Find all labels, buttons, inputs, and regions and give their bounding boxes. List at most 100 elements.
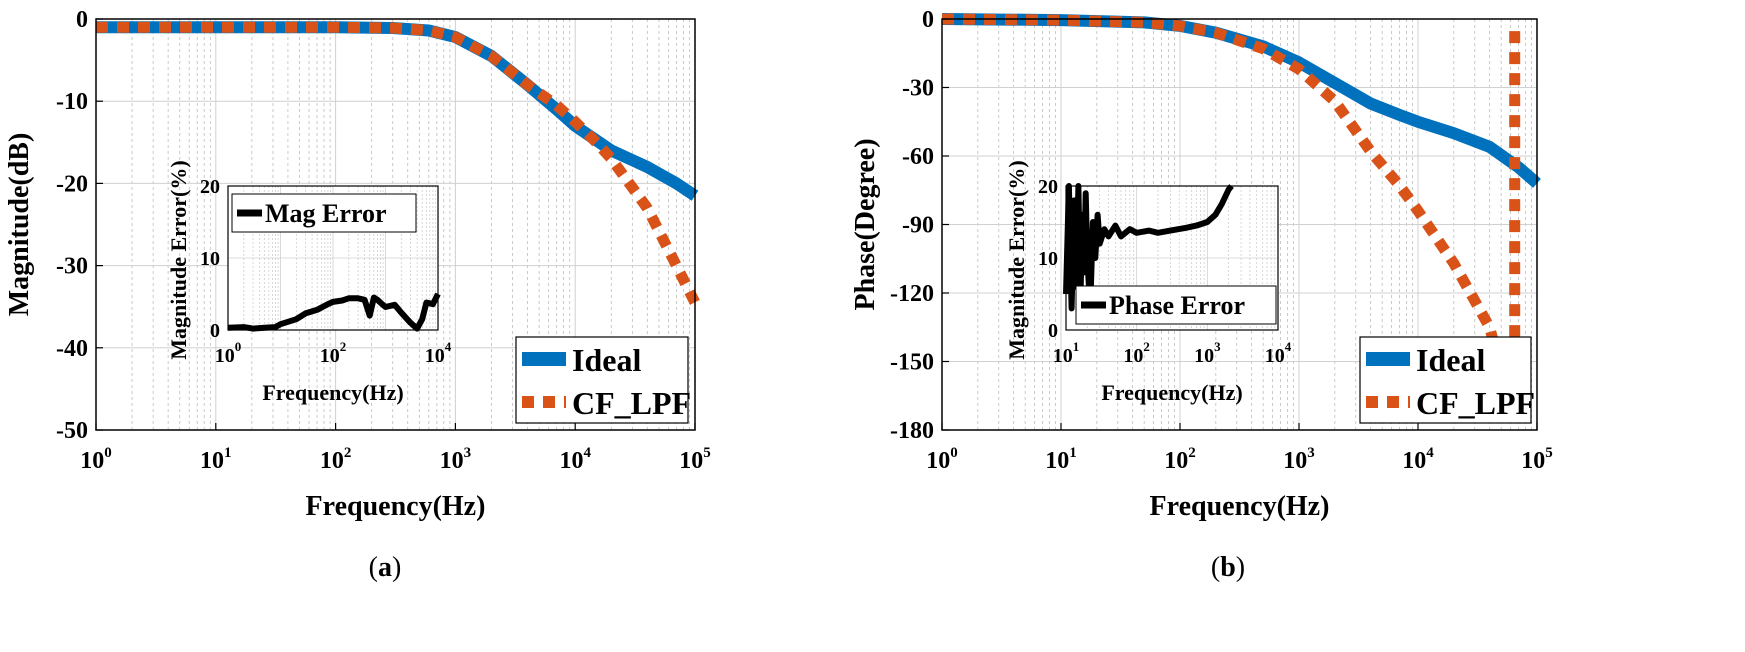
- tick-base: 10: [1265, 345, 1285, 367]
- tick-base: 10: [1194, 345, 1214, 367]
- tick-exponent: 2: [1188, 445, 1196, 461]
- tick-base: 10: [425, 345, 445, 367]
- inset-x-tick-label: 104: [425, 339, 452, 367]
- y-tick-label: -150: [890, 350, 934, 376]
- tick-base: 10: [679, 448, 703, 474]
- x-tick-label: 104: [559, 445, 591, 474]
- y-tick-label: -10: [56, 89, 88, 115]
- inset-legend: Mag Error: [231, 193, 417, 233]
- inset-legend-label: Phase Error: [1109, 291, 1245, 320]
- tick-exponent: 2: [344, 445, 352, 461]
- tick-exponent: 0: [950, 445, 958, 461]
- tick-exponent: 1: [224, 445, 232, 461]
- tick-exponent: 0: [235, 339, 242, 354]
- tick-exponent: 5: [703, 445, 711, 461]
- inset-y-axis-label: Magnitude Error(%): [1004, 160, 1029, 359]
- y-tick-label: -180: [890, 418, 934, 444]
- tick-base: 10: [1283, 448, 1307, 474]
- tick-base: 10: [1164, 448, 1188, 474]
- tick-base: 10: [1045, 448, 1069, 474]
- inset-frame: [227, 185, 439, 331]
- legend-box: [1359, 336, 1532, 424]
- tick-base: 10: [80, 448, 104, 474]
- inset-frame: [1065, 185, 1279, 331]
- inset-legend-box: [1075, 285, 1277, 325]
- y-axis-label: Magnitude(dB): [4, 133, 35, 317]
- x-tick-label: 103: [1283, 445, 1315, 474]
- x-tick-label: 105: [679, 445, 711, 474]
- inset-y-tick-label: 20: [1038, 176, 1058, 198]
- inset-y-tick-label: 10: [200, 248, 220, 270]
- tick-exponent: 1: [1073, 339, 1080, 354]
- tick-base: 10: [1402, 448, 1426, 474]
- inset-x-axis-label: Frequency(Hz): [1101, 380, 1242, 405]
- legend-box: [515, 336, 689, 424]
- inset-y-tick-label: 0: [210, 320, 220, 342]
- inset-y-tick-label: 10: [1038, 248, 1058, 270]
- tick-base: 10: [440, 448, 464, 474]
- tick-base: 10: [320, 345, 340, 367]
- legend-label: Ideal: [1416, 342, 1485, 378]
- tick-exponent: 0: [104, 445, 112, 461]
- tick-exponent: 2: [1143, 339, 1150, 354]
- inset-x-tick-label: 100: [215, 339, 242, 367]
- caption-close: ): [392, 552, 401, 583]
- y-tick-label: -60: [902, 144, 934, 170]
- tick-exponent: 1: [1069, 445, 1077, 461]
- panel-caption: (b): [1211, 552, 1245, 583]
- tick-base: 10: [215, 345, 235, 367]
- caption-open: (: [369, 552, 378, 583]
- inset-legend-label: Mag Error: [265, 199, 387, 228]
- x-axis-label: Frequency(Hz): [306, 491, 486, 522]
- inset-x-tick-label: 101: [1053, 339, 1080, 367]
- tick-base: 10: [1053, 345, 1073, 367]
- y-tick-label: -120: [890, 281, 934, 307]
- inset-series-mag-error: [227, 292, 441, 332]
- series-cf-lpf: [96, 21, 700, 306]
- legend-label: CF_LPF: [1416, 385, 1535, 421]
- inset-legend: Phase Error: [1075, 285, 1277, 325]
- inset-series-phase-error: [1063, 183, 1234, 312]
- tick-exponent: 4: [1285, 339, 1292, 354]
- inset-x-tick-label: 102: [320, 339, 347, 367]
- x-tick-label: 103: [440, 445, 472, 474]
- x-tick-label: 105: [1521, 445, 1553, 474]
- caption-close: ): [1236, 552, 1245, 583]
- tick-exponent: 4: [1426, 445, 1434, 461]
- tick-exponent: 5: [1545, 445, 1553, 461]
- tick-exponent: 4: [445, 339, 452, 354]
- x-tick-label: 101: [200, 445, 232, 474]
- inset-x-tick-label: 102: [1123, 339, 1150, 367]
- caption-letter: a: [378, 552, 392, 583]
- x-axis-label: Frequency(Hz): [1150, 491, 1330, 522]
- tick-exponent: 4: [583, 445, 591, 461]
- x-tick-label: 102: [1164, 445, 1196, 474]
- legend-label: CF_LPF: [572, 385, 691, 421]
- plot-frame: [95, 18, 696, 431]
- caption-letter: b: [1220, 552, 1236, 583]
- y-tick-label: 0: [76, 7, 88, 33]
- y-axis-label: Phase(Degree): [850, 138, 881, 310]
- y-tick-label: -40: [56, 336, 88, 362]
- y-tick-label: -30: [56, 254, 88, 280]
- tick-base: 10: [320, 448, 344, 474]
- tick-exponent: 3: [1214, 339, 1221, 354]
- y-tick-label: -20: [56, 171, 88, 197]
- tick-base: 10: [1521, 448, 1545, 474]
- tick-base: 10: [1123, 345, 1143, 367]
- inset-legend-box: [231, 193, 417, 233]
- tick-base: 10: [926, 448, 950, 474]
- x-tick-label: 100: [80, 445, 112, 474]
- tick-base: 10: [559, 448, 583, 474]
- x-tick-label: 101: [1045, 445, 1077, 474]
- tick-exponent: 3: [464, 445, 472, 461]
- legend: Ideal CF_LPF: [515, 336, 691, 424]
- inset-y-tick-label: 20: [200, 176, 220, 198]
- tick-exponent: 3: [1307, 445, 1315, 461]
- y-tick-label: 0: [922, 7, 934, 33]
- x-tick-label: 102: [320, 445, 352, 474]
